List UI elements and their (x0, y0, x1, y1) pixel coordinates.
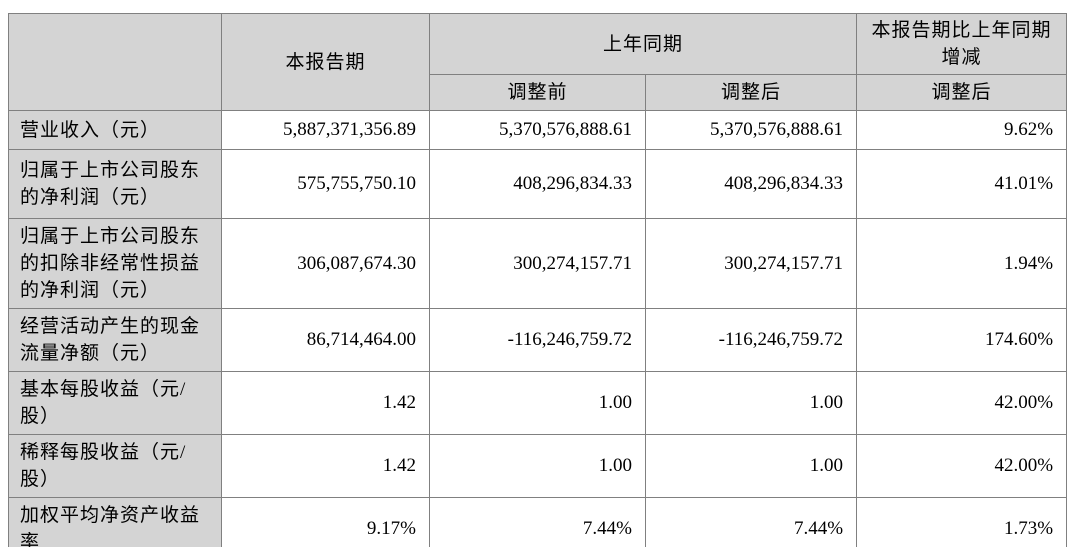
cell-prior-before-adjustment: 408,296,834.33 (429, 149, 646, 219)
cell-prior-before-adjustment: 5,370,576,888.61 (429, 110, 646, 150)
cell-current-period: 5,887,371,356.89 (221, 110, 430, 150)
table-row-net-profit: 归属于上市公司股东 的净利润（元） 575,755,750.10 408,296… (8, 149, 1068, 219)
cell-current-period: 1.42 (221, 434, 430, 498)
cell-change-percent: 9.62% (856, 110, 1068, 150)
cell-prior-after-adjustment: -116,246,759.72 (644, 308, 858, 372)
cell-prior-before-adjustment: 1.00 (429, 371, 646, 435)
cell-change-percent: 42.00% (856, 371, 1068, 435)
header-row-2: 调整前 调整后 调整后 (9, 74, 1068, 111)
cell-change-percent: 41.01% (856, 149, 1068, 219)
row-label: 经营活动产生的现金 流量净额（元） (8, 308, 222, 372)
table-row-net-profit-excl-nonrecurring: 归属于上市公司股东 的扣除非经常性损益 的净利润（元） 306,087,674.… (8, 218, 1068, 309)
col-header-change-after-adjustment: 调整后 (856, 74, 1068, 111)
row-label: 加权平均净资产收益 率 (8, 497, 222, 547)
cell-current-period: 575,755,750.10 (221, 149, 430, 219)
col-header-prior-period: 上年同期 (428, 13, 858, 75)
cell-current-period: 86,714,464.00 (221, 308, 430, 372)
cell-prior-after-adjustment: 1.00 (644, 371, 858, 435)
cell-prior-before-adjustment: 1.00 (429, 434, 646, 498)
col-header-before-adjustment: 调整前 (429, 74, 646, 111)
cell-prior-after-adjustment: 300,274,157.71 (644, 218, 858, 309)
cell-prior-after-adjustment: 408,296,834.33 (644, 149, 858, 219)
table-row-basic-eps: 基本每股收益（元/ 股） 1.42 1.00 1.00 42.00% (8, 371, 1068, 435)
table-row-operating-cash-flow: 经营活动产生的现金 流量净额（元） 86,714,464.00 -116,246… (8, 308, 1068, 372)
header-row-1: 本报告期 上年同期 本报告期比上年同期 增减 (8, 13, 1068, 111)
row-label: 稀释每股收益（元/ 股） (8, 434, 222, 498)
cell-prior-after-adjustment: 1.00 (644, 434, 858, 498)
cell-change-percent: 42.00% (856, 434, 1068, 498)
cell-change-percent: 1.73% (856, 497, 1068, 547)
cell-prior-before-adjustment: 7.44% (429, 497, 646, 547)
cell-current-period: 1.42 (221, 371, 430, 435)
table-row-operating-revenue: 营业收入（元） 5,887,371,356.89 5,370,576,888.6… (8, 110, 1068, 150)
cell-current-period: 9.17% (221, 497, 430, 547)
row-label: 归属于上市公司股东 的扣除非经常性损益 的净利润（元） (8, 218, 222, 309)
cell-current-period: 306,087,674.30 (221, 218, 430, 309)
cell-change-percent: 174.60% (856, 308, 1068, 372)
table-header: 本报告期 上年同期 本报告期比上年同期 增减 调整前 调整后 调整后 (8, 13, 1068, 111)
row-label: 营业收入（元） (8, 110, 222, 150)
financial-summary-table: 本报告期 上年同期 本报告期比上年同期 增减 调整前 调整后 调整后 营业收入（… (8, 13, 1068, 547)
table-row-diluted-eps: 稀释每股收益（元/ 股） 1.42 1.00 1.00 42.00% (8, 434, 1068, 498)
table-body: 营业收入（元） 5,887,371,356.89 5,370,576,888.6… (8, 110, 1068, 547)
col-header-change: 本报告期比上年同期 增减 (856, 13, 1068, 75)
cell-prior-before-adjustment: -116,246,759.72 (429, 308, 646, 372)
row-label: 归属于上市公司股东 的净利润（元） (8, 149, 222, 219)
cell-change-percent: 1.94% (856, 218, 1068, 309)
table-row-weighted-avg-roe: 加权平均净资产收益 率 9.17% 7.44% 7.44% 1.73% (8, 497, 1068, 547)
row-label: 基本每股收益（元/ 股） (8, 371, 222, 435)
col-header-current-period: 本报告期 (221, 13, 430, 111)
cell-prior-after-adjustment: 7.44% (644, 497, 858, 547)
cell-prior-before-adjustment: 300,274,157.71 (429, 218, 646, 309)
col-header-after-adjustment: 调整后 (644, 74, 858, 111)
corner-cell (8, 13, 222, 111)
cell-prior-after-adjustment: 5,370,576,888.61 (644, 110, 858, 150)
